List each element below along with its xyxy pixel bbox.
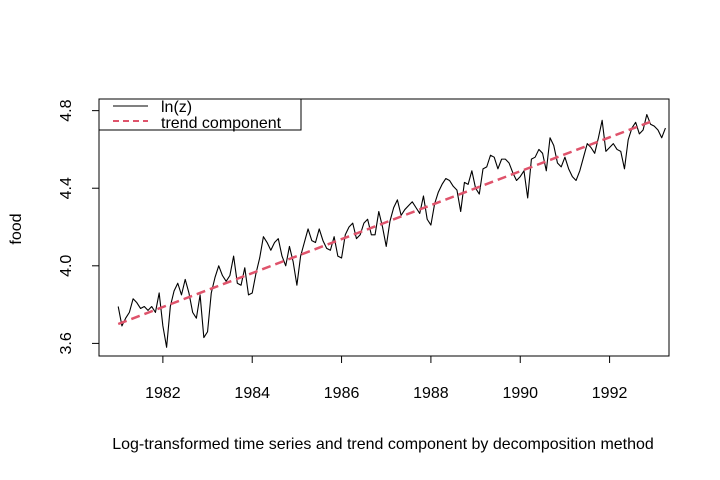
series-line-trend-component — [117, 119, 655, 326]
x-tick-label-1984: 1984 — [234, 385, 270, 402]
legend-box — [98, 98, 302, 131]
y-tick-label-4.0: 4.0 — [58, 255, 75, 277]
y-tick-label-3.6: 3.6 — [58, 332, 75, 354]
legend: ln(z) trend component — [98, 98, 302, 132]
series-line-ln-z — [117, 113, 666, 348]
x-tick-label-1988: 1988 — [413, 385, 449, 402]
y-tick-label-4.4: 4.4 — [58, 177, 75, 199]
legend-label-ln-z: ln(z) — [161, 99, 192, 116]
y-tick-label-4.8: 4.8 — [58, 99, 75, 121]
y-axis: 3.6 4.0 4.4 4.8 — [58, 99, 99, 355]
x-tick-label-1982: 1982 — [145, 385, 181, 402]
series-layer — [117, 113, 666, 348]
x-tick-label-1990: 1990 — [502, 385, 538, 402]
legend-label-trend-component: trend component — [161, 115, 282, 132]
x-axis: 1982 1984 1986 1988 1990 1992 — [145, 356, 627, 402]
plot-box — [98, 98, 670, 357]
x-tick-label-1992: 1992 — [592, 385, 628, 402]
x-tick-label-1986: 1986 — [324, 385, 360, 402]
x-axis-title: Log-transformed time series and trend co… — [112, 436, 654, 453]
y-axis-title: food — [8, 213, 25, 244]
